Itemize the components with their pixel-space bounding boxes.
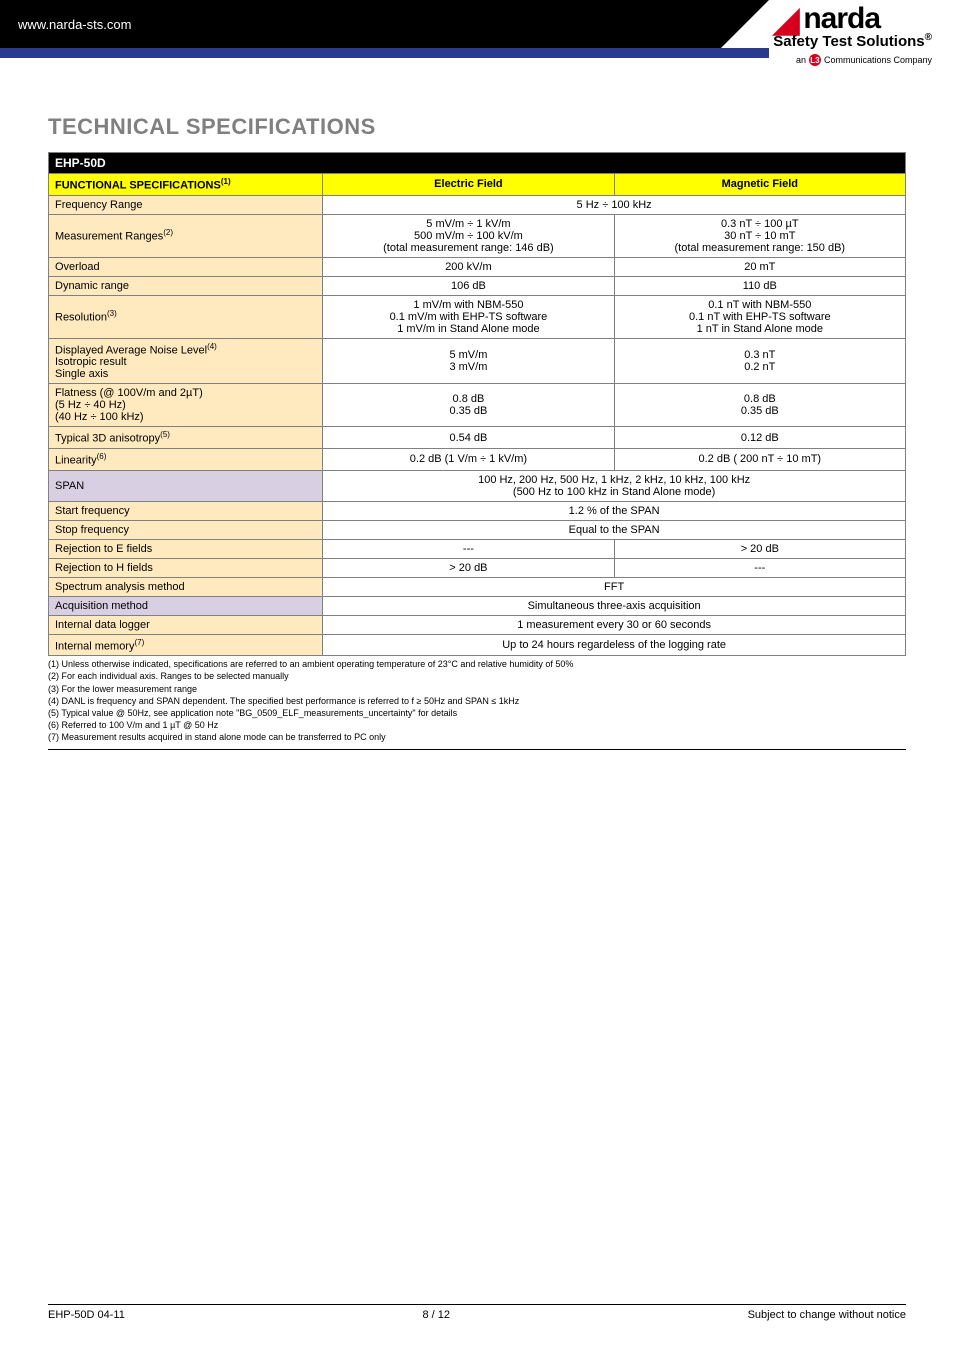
- table-row: Rejection to E fields---> 20 dB: [49, 539, 906, 558]
- logo-brand: narda: [803, 4, 880, 34]
- table-row: Measurement Ranges(2)5 mV/m ÷ 1 kV/m500 …: [49, 214, 906, 257]
- footer-left: EHP-50D 04-11: [48, 1309, 125, 1321]
- page-footer: EHP-50D 04-11 8 / 12 Subject to change w…: [0, 1304, 954, 1321]
- spec-label: Linearity(6): [49, 448, 323, 470]
- table-row: Flatness (@ 100V/m and 2µT)(5 Hz ÷ 40 Hz…: [49, 384, 906, 427]
- table-row: Start frequency1.2 % of the SPAN: [49, 501, 906, 520]
- footer-center: 8 / 12: [422, 1309, 450, 1321]
- spec-value-electric: ---: [323, 539, 614, 558]
- spec-label: Dynamic range: [49, 276, 323, 295]
- table-row: Dynamic range106 dB110 dB: [49, 276, 906, 295]
- page-title: TECHNICAL SPECIFICATIONS: [48, 114, 906, 140]
- footnote-line: (5) Typical value @ 50Hz, see applicatio…: [48, 707, 906, 719]
- logo-tagline: Safety Test Solutions: [773, 33, 924, 50]
- footnote-line: (6) Referred to 100 V/m and 1 µT @ 50 Hz: [48, 719, 906, 731]
- spec-value-span: FFT: [323, 577, 906, 596]
- table-row-headers: FUNCTIONAL SPECIFICATIONS(1) Electric Fi…: [49, 174, 906, 196]
- spec-value-span: Equal to the SPAN: [323, 520, 906, 539]
- spec-value-electric: 5 mV/m3 mV/m: [323, 338, 614, 384]
- spec-label: Typical 3D anisotropy(5): [49, 427, 323, 449]
- table-row: Linearity(6)0.2 dB (1 V/m ÷ 1 kV/m)0.2 d…: [49, 448, 906, 470]
- electric-field-header: Electric Field: [323, 174, 614, 196]
- spec-value-span: 5 Hz ÷ 100 kHz: [323, 195, 906, 214]
- spec-label: Internal memory(7): [49, 634, 323, 656]
- table-row: Stop frequencyEqual to the SPAN: [49, 520, 906, 539]
- spec-value-electric: 0.8 dB0.35 dB: [323, 384, 614, 427]
- footnote-line: (4) DANL is frequency and SPAN dependent…: [48, 695, 906, 707]
- spec-value-electric: > 20 dB: [323, 558, 614, 577]
- spec-value-span: Simultaneous three-axis acquisition: [323, 596, 906, 615]
- logo-slash-icon: ◢: [773, 7, 799, 34]
- logo-box: ◢ narda Safety Test Solutions® an L3 Com…: [769, 0, 954, 90]
- spec-value-magnetic: 110 dB: [614, 276, 905, 295]
- spec-label: Spectrum analysis method: [49, 577, 323, 596]
- spec-value-magnetic: 0.12 dB: [614, 427, 905, 449]
- table-row-model: EHP-50D: [49, 153, 906, 174]
- logo-sub-company: Communications Company: [824, 55, 932, 65]
- logo-block: ◢ narda Safety Test Solutions® an L3 Com…: [721, 0, 954, 90]
- footnotes-block: (1) Unless otherwise indicated, specific…: [48, 658, 906, 743]
- spec-value-electric: 5 mV/m ÷ 1 kV/m500 mV/m ÷ 100 kV/m(total…: [323, 214, 614, 257]
- table-row: Acquisition methodSimultaneous three-axi…: [49, 596, 906, 615]
- spec-value-magnetic: ---: [614, 558, 905, 577]
- table-row: Typical 3D anisotropy(5)0.54 dB0.12 dB: [49, 427, 906, 449]
- spec-value-magnetic: 0.1 nT with NBM-5500.1 nT with EHP-TS so…: [614, 295, 905, 338]
- footnote-line: (3) For the lower measurement range: [48, 683, 906, 695]
- spec-table: EHP-50D FUNCTIONAL SPECIFICATIONS(1) Ele…: [48, 152, 906, 656]
- func-spec-header: FUNCTIONAL SPECIFICATIONS(1): [49, 174, 323, 196]
- model-header: EHP-50D: [49, 153, 906, 174]
- spec-value-span: 100 Hz, 200 Hz, 500 Hz, 1 kHz, 2 kHz, 10…: [323, 470, 906, 501]
- spec-value-magnetic: 20 mT: [614, 257, 905, 276]
- spec-label: Flatness (@ 100V/m and 2µT)(5 Hz ÷ 40 Hz…: [49, 384, 323, 427]
- spec-value-electric: 0.54 dB: [323, 427, 614, 449]
- spec-label: Displayed Average Noise Level(4)Isotropi…: [49, 338, 323, 384]
- header-url: www.narda-sts.com: [18, 17, 131, 32]
- spec-value-magnetic: 0.8 dB0.35 dB: [614, 384, 905, 427]
- table-row: Displayed Average Noise Level(4)Isotropi…: [49, 338, 906, 384]
- l3-icon: L3: [809, 54, 821, 66]
- spec-value-electric: 200 kV/m: [323, 257, 614, 276]
- magnetic-field-header: Magnetic Field: [614, 174, 905, 196]
- spec-value-span: 1.2 % of the SPAN: [323, 501, 906, 520]
- footer-right: Subject to change without notice: [748, 1309, 906, 1321]
- spec-value-electric: 1 mV/m with NBM-5500.1 mV/m with EHP-TS …: [323, 295, 614, 338]
- footnote-line: (1) Unless otherwise indicated, specific…: [48, 658, 906, 670]
- spec-label: Rejection to H fields: [49, 558, 323, 577]
- table-row: Internal memory(7)Up to 24 hours regarde…: [49, 634, 906, 656]
- logo-sub-an: an: [796, 55, 806, 65]
- spec-label: SPAN: [49, 470, 323, 501]
- table-row: Resolution(3)1 mV/m with NBM-5500.1 mV/m…: [49, 295, 906, 338]
- spec-label: Stop frequency: [49, 520, 323, 539]
- table-row: Frequency Range5 Hz ÷ 100 kHz: [49, 195, 906, 214]
- spec-label: Start frequency: [49, 501, 323, 520]
- top-bar: www.narda-sts.com ◢ narda Safety Test So…: [0, 0, 954, 48]
- spec-value-electric: 0.2 dB (1 V/m ÷ 1 kV/m): [323, 448, 614, 470]
- spec-value-electric: 106 dB: [323, 276, 614, 295]
- spec-label: Rejection to E fields: [49, 539, 323, 558]
- spec-label: Overload: [49, 257, 323, 276]
- table-row: Internal data logger1 measurement every …: [49, 615, 906, 634]
- spec-label: Internal data logger: [49, 615, 323, 634]
- spec-label: Acquisition method: [49, 596, 323, 615]
- spec-value-magnetic: 0.3 nT0.2 nT: [614, 338, 905, 384]
- footnote-line: (7) Measurement results acquired in stan…: [48, 731, 906, 743]
- spec-value-span: Up to 24 hours regardeless of the loggin…: [323, 634, 906, 656]
- spec-value-magnetic: 0.3 nT ÷ 100 µT30 nT ÷ 10 mT(total measu…: [614, 214, 905, 257]
- spec-value-magnetic: > 20 dB: [614, 539, 905, 558]
- logo-triangle: [721, 0, 769, 48]
- table-row: Spectrum analysis methodFFT: [49, 577, 906, 596]
- table-row: Rejection to H fields> 20 dB---: [49, 558, 906, 577]
- table-row: SPAN100 Hz, 200 Hz, 500 Hz, 1 kHz, 2 kHz…: [49, 470, 906, 501]
- spec-value-span: 1 measurement every 30 or 60 seconds: [323, 615, 906, 634]
- table-row: Overload200 kV/m20 mT: [49, 257, 906, 276]
- footnote-line: (2) For each individual axis. Ranges to …: [48, 670, 906, 682]
- spec-label: Frequency Range: [49, 195, 323, 214]
- spec-label: Resolution(3): [49, 295, 323, 338]
- spec-label: Measurement Ranges(2): [49, 214, 323, 257]
- registered-mark: ®: [925, 32, 932, 43]
- spec-value-magnetic: 0.2 dB ( 200 nT ÷ 10 mT): [614, 448, 905, 470]
- footnote-divider: [48, 749, 906, 750]
